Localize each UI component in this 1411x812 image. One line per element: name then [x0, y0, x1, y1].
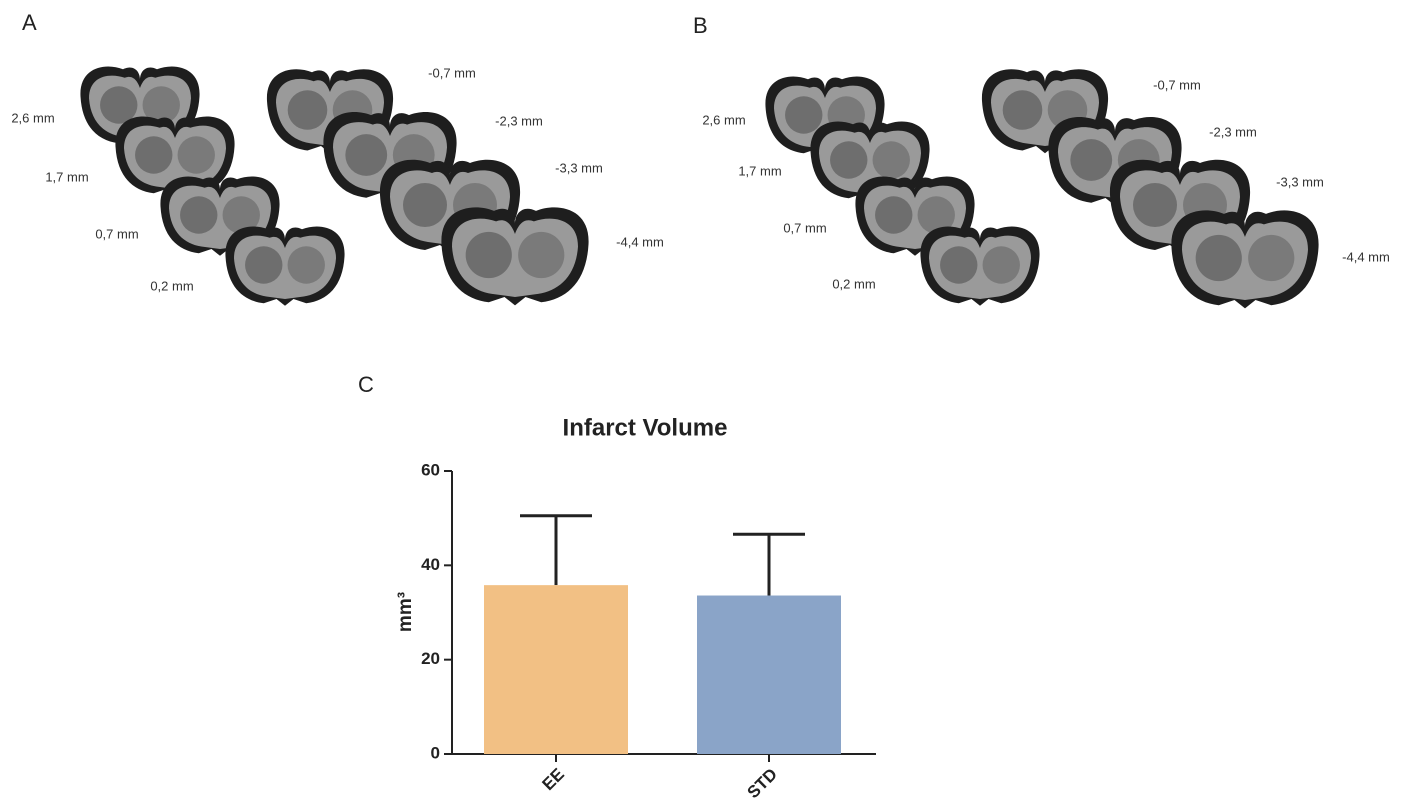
x-tick-label: EE	[539, 765, 568, 794]
slice-label: 2,6 mm	[702, 112, 745, 127]
slice-core	[518, 231, 565, 279]
y-tick-label: 0	[431, 743, 440, 762]
slice-label: 0,7 mm	[95, 226, 138, 241]
slice-core	[177, 136, 215, 174]
slice-core	[982, 246, 1020, 284]
slice-image	[225, 226, 345, 306]
slice-core	[245, 246, 283, 284]
slice-core	[1002, 90, 1043, 130]
slice-core	[875, 196, 913, 234]
slice-core	[1195, 234, 1242, 282]
slice-core	[142, 86, 180, 124]
slice-core	[465, 231, 512, 279]
slice-core	[785, 96, 823, 134]
bar	[484, 585, 628, 754]
brain-slices	[80, 66, 1319, 309]
slice-label: -3,3 mm	[1276, 174, 1324, 189]
slice-label: -0,7 mm	[428, 65, 476, 80]
slice-core	[287, 246, 325, 284]
x-tick-label: STD	[744, 765, 781, 802]
slice-core	[345, 134, 388, 176]
slice-label: 2,6 mm	[11, 110, 54, 125]
bar	[697, 595, 841, 754]
slice-label: -4,4 mm	[616, 234, 664, 249]
slice-image	[115, 116, 235, 196]
slice-label: -3,3 mm	[555, 160, 603, 175]
slice-label: -4,4 mm	[1342, 249, 1390, 264]
slice-core	[917, 196, 955, 234]
y-tick-label: 40	[421, 555, 440, 574]
slice-core	[1133, 183, 1177, 227]
chart-title: Infarct Volume	[563, 414, 728, 441]
slice-core	[222, 196, 260, 234]
slice-core	[100, 86, 138, 124]
slice-label: 0,2 mm	[150, 278, 193, 293]
y-tick-label: 60	[421, 460, 440, 479]
panel-letter: B	[693, 13, 708, 38]
y-tick-label: 20	[421, 649, 440, 668]
slice-label: 0,7 mm	[783, 220, 826, 235]
slice-core	[135, 136, 173, 174]
slice-label: -2,3 mm	[495, 113, 543, 128]
y-axis-label: mm³	[395, 592, 416, 632]
slice-label: -2,3 mm	[1209, 124, 1257, 139]
slice-label: -0,7 mm	[1153, 77, 1201, 92]
slice-label: 1,7 mm	[738, 163, 781, 178]
slice-image	[441, 207, 589, 306]
slice-core	[830, 141, 868, 179]
slice-image	[920, 226, 1040, 306]
slice-label: 1,7 mm	[45, 169, 88, 184]
slice-core	[872, 141, 910, 179]
slice-core	[1248, 234, 1295, 282]
slice-core	[180, 196, 218, 234]
panel-letter: C	[358, 372, 374, 397]
slice-label: 0,2 mm	[832, 276, 875, 291]
slice-core	[287, 90, 328, 130]
panel-letter: A	[22, 10, 37, 35]
slice-core	[940, 246, 978, 284]
slice-core	[403, 183, 447, 227]
slice-image	[1171, 210, 1319, 309]
slice-core	[1070, 139, 1113, 181]
